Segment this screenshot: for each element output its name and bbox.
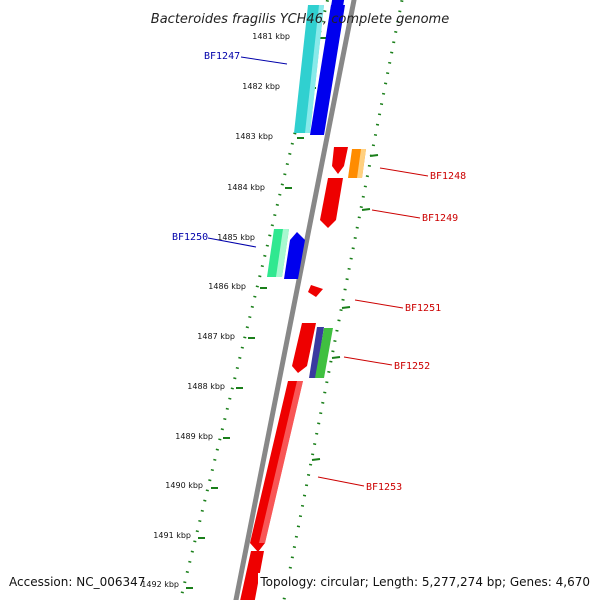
gene-label-bf1248[interactable]: BF1248 [430, 171, 466, 182]
label-connectors [207, 56, 429, 487]
genome-title: Bacteroides fragilis YCH46, complete gen… [151, 12, 449, 27]
gene-label-bf1253[interactable]: BF1253 [366, 482, 402, 493]
genome-backbone [233, 0, 357, 600]
gene-bf1248[interactable] [332, 147, 366, 178]
tick-label: 1489 kbp [175, 432, 213, 441]
tick-label: 1490 kbp [165, 481, 203, 490]
gene-bf1249-segment-red [320, 178, 343, 228]
right-tick-marks [311, 154, 379, 461]
gene-label-bf1249[interactable]: BF1249 [422, 213, 458, 224]
gene-bf1247-segment-blue [310, 5, 345, 135]
tick-label: 1481 kbp [252, 32, 290, 41]
gene-bf1252[interactable] [292, 323, 333, 378]
gene-label-bf1251[interactable]: BF1251 [405, 303, 441, 314]
gene-bf1248-segment-red [332, 147, 348, 174]
tick-label: 1488 kbp [187, 382, 225, 391]
gene-label-bf1250[interactable]: BF1250 [172, 232, 208, 243]
gene-bf1247[interactable] [294, 0, 345, 135]
gene-labels: BF1247 BF1248 BF1249 BF1250 BF1251 BF125… [172, 51, 466, 493]
gene-bf1251[interactable] [308, 285, 323, 297]
gene-bf1253-segment-red-b [240, 551, 264, 600]
gene-bf1251-segment-red [308, 285, 323, 297]
gene-bf1253[interactable] [238, 381, 303, 600]
footer-backdrop-left [4, 573, 142, 591]
tick-label: 1486 kbp [208, 282, 246, 291]
gene-bf1250[interactable] [267, 229, 305, 279]
tick-label: 1487 kbp [197, 332, 235, 341]
gene-label-bf1247[interactable]: BF1247 [204, 51, 240, 62]
gene-bf1252-segment-purple [309, 327, 324, 378]
gene-label-bf1252[interactable]: BF1252 [394, 361, 430, 372]
tick-label: 1484 kbp [227, 183, 265, 192]
tick-label: 1485 kbp [217, 233, 255, 242]
tick-label: 1483 kbp [235, 132, 273, 141]
tick-labels: 1481 kbp 1482 kbp 1483 kbp 1484 kbp 1485… [141, 32, 290, 589]
gene-bf1252-segment-red [292, 323, 316, 373]
gene-bf1250-segment-blue [284, 232, 305, 279]
right-dotted-track [282, 0, 404, 600]
gene-bf1252-segment-green [315, 328, 333, 378]
tick-label: 1492 kbp [141, 580, 179, 589]
footer-backdrop-right [258, 573, 596, 591]
topology-text: Topology: circular; Length: 5,277,274 bp… [259, 575, 590, 589]
tick-label: 1482 kbp [242, 82, 280, 91]
gene-bf1249[interactable] [320, 178, 343, 228]
accession-text: Accession: NC_006347 [9, 575, 145, 589]
tick-label: 1491 kbp [153, 531, 191, 540]
